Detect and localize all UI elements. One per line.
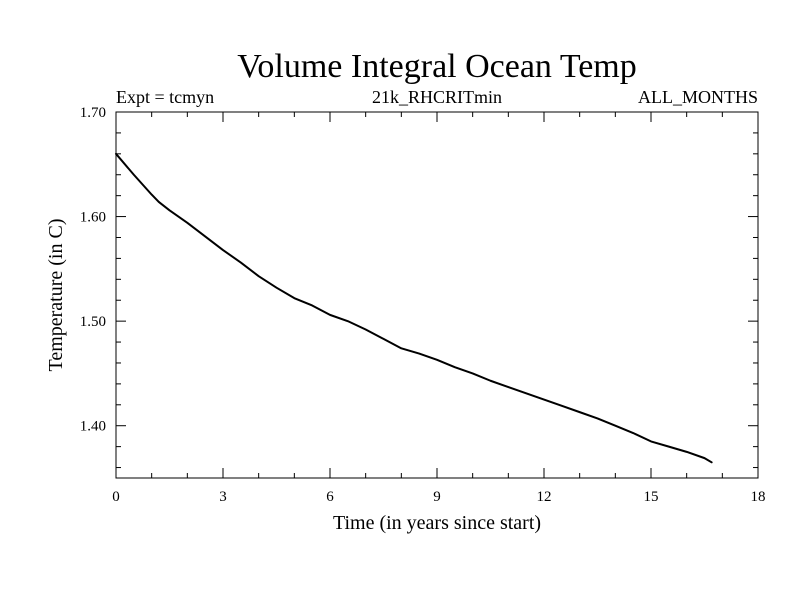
x-tick-label: 15 <box>644 489 659 505</box>
y-tick-label: 1.70 <box>80 105 106 121</box>
x-tick-label: 18 <box>751 489 766 505</box>
x-tick-label: 9 <box>433 489 441 505</box>
x-tick-label: 12 <box>537 489 552 505</box>
y-axis-label: Temperature (in C) <box>45 219 67 372</box>
minor-ticks <box>116 112 758 478</box>
y-tick-label: 1.50 <box>80 314 106 330</box>
x-tick-label: 0 <box>112 489 120 505</box>
plot-area <box>115 111 759 479</box>
major-ticks <box>115 111 759 478</box>
subtitle-left: Expt = tcmyn <box>116 87 214 107</box>
x-tick-label: 6 <box>326 489 334 505</box>
subtitle-right: ALL_MONTHS <box>638 87 758 107</box>
x-axis-label: Time (in years since start) <box>333 512 541 534</box>
y-tick-label: 1.60 <box>80 210 106 226</box>
x-tick-label: 3 <box>219 489 227 505</box>
chart-title: Volume Integral Ocean Temp <box>237 48 637 85</box>
tick-labels: 0 3 6 9 12 15 18 1.40 1.50 1.60 1.70 <box>80 105 766 505</box>
temperature-series-line <box>115 152 713 464</box>
subtitle-center: 21k_RHCRITmin <box>372 87 502 107</box>
y-tick-label: 1.40 <box>80 419 106 435</box>
